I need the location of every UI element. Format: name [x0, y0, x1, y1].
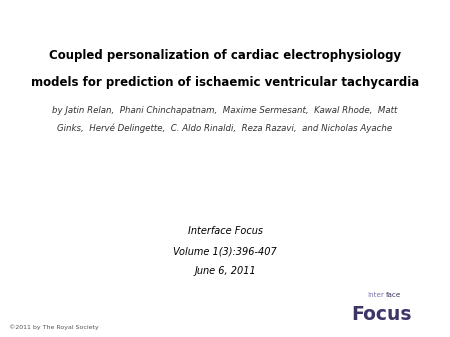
Text: Interface Focus: Interface Focus	[188, 226, 262, 236]
Text: by Jatin Relan,  Phani Chinchapatnam,  Maxime Sermesant,  Kawal Rhode,  Matt: by Jatin Relan, Phani Chinchapatnam, Max…	[52, 106, 398, 115]
Text: ©2011 by The Royal Society: ©2011 by The Royal Society	[9, 325, 99, 330]
Text: face: face	[386, 292, 401, 298]
Text: June 6, 2011: June 6, 2011	[194, 266, 256, 276]
Text: Volume 1(3):396-407: Volume 1(3):396-407	[173, 246, 277, 256]
Text: models for prediction of ischaemic ventricular tachycardia: models for prediction of ischaemic ventr…	[31, 76, 419, 89]
Text: Inter: Inter	[367, 292, 384, 298]
Text: Ginks,  Hervé Delingette,  C. Aldo Rinaldi,  Reza Razavi,  and Nicholas Ayache: Ginks, Hervé Delingette, C. Aldo Rinaldi…	[58, 123, 392, 132]
Text: Coupled personalization of cardiac electrophysiology: Coupled personalization of cardiac elect…	[49, 49, 401, 62]
Text: Focus: Focus	[351, 305, 411, 324]
